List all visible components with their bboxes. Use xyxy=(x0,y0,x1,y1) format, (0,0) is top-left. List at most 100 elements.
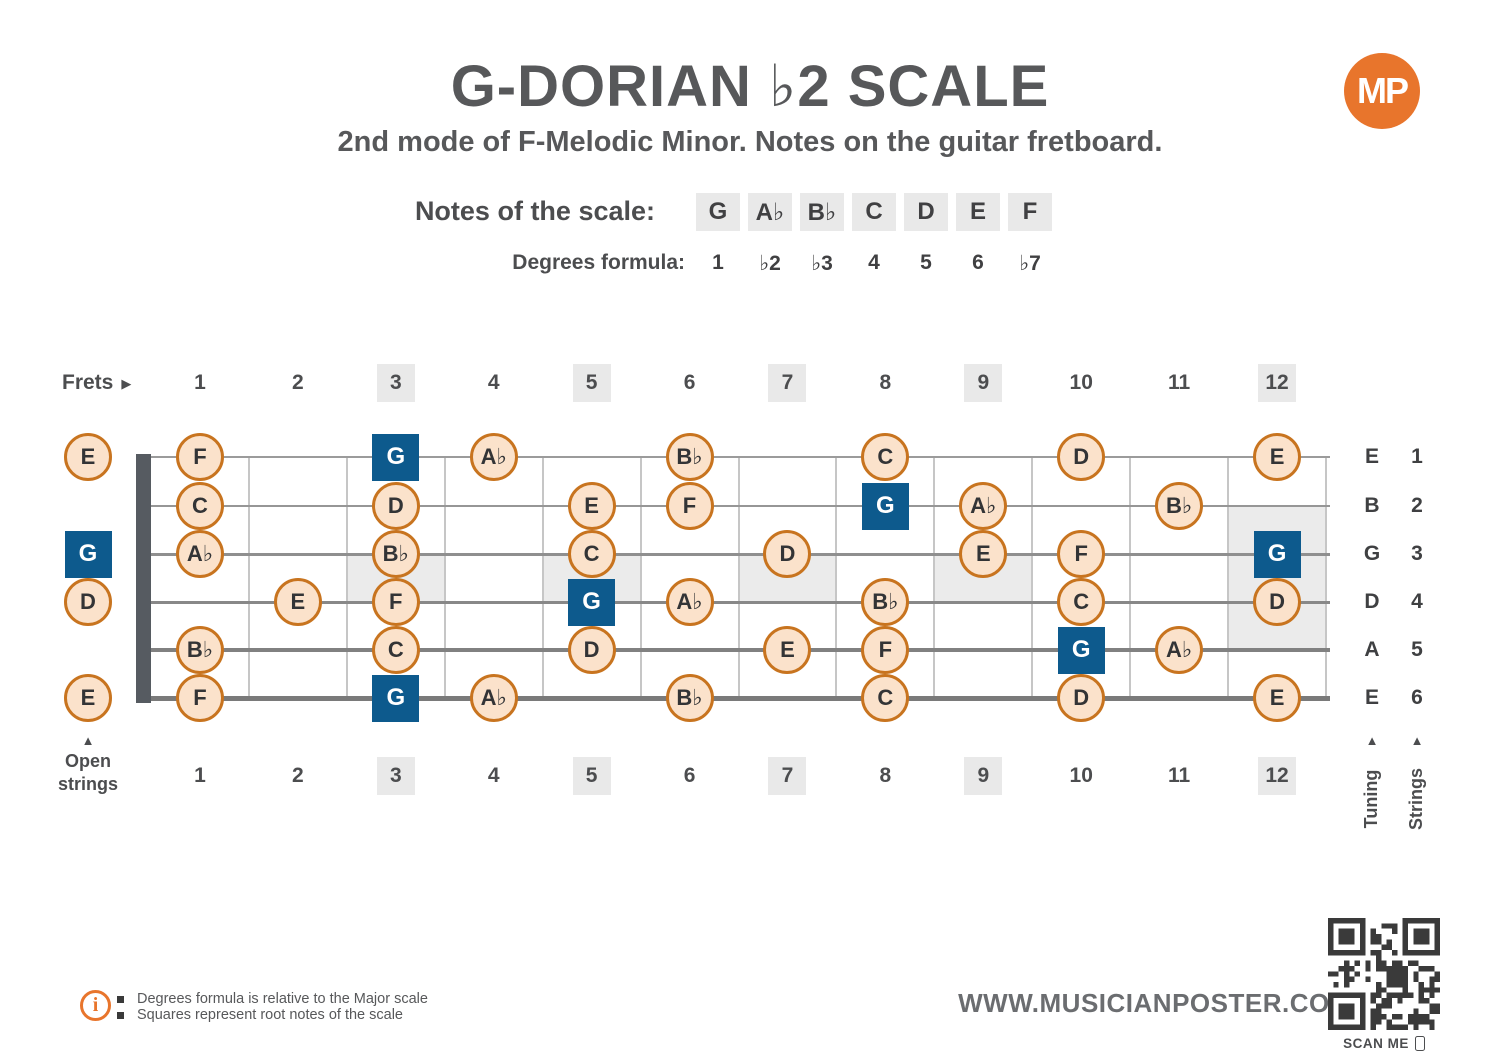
scan-me-label: SCAN ME xyxy=(1328,1036,1440,1051)
note-Bb: B♭ xyxy=(665,674,714,722)
fret-number-2: 2 xyxy=(292,764,304,787)
scale-note-box: E xyxy=(956,193,1000,231)
note-C: C xyxy=(1057,578,1106,626)
scale-note-box: F xyxy=(1008,193,1052,231)
scale-note-box: C xyxy=(852,193,896,231)
note-D: D xyxy=(1057,433,1106,481)
scale-note-box: B♭ xyxy=(800,193,844,231)
note-E: E xyxy=(959,530,1008,578)
scale-degree: 5 xyxy=(920,251,932,274)
info-icon: i xyxy=(80,990,111,1021)
root-note-G: G xyxy=(64,530,112,578)
website-url: WWW.MUSICIANPOSTER.COM xyxy=(958,988,1352,1018)
fret-number-5: 5 xyxy=(572,757,611,795)
scale-degree: ♭7 xyxy=(1019,251,1041,275)
legend-item: Squares represent root notes of the scal… xyxy=(117,1007,403,1023)
note-C: C xyxy=(371,626,420,674)
note-E: E xyxy=(64,433,112,481)
bullet-square-icon xyxy=(117,1011,124,1019)
fret-number-3: 3 xyxy=(376,364,415,402)
fret-number-9: 9 xyxy=(964,364,1003,402)
phone-icon xyxy=(1414,1036,1425,1051)
fret-number-8: 8 xyxy=(879,764,892,787)
fret-number-5: 5 xyxy=(572,364,611,402)
scale-note-box: G xyxy=(696,193,740,231)
note-F: F xyxy=(665,482,714,530)
note-Ab: A♭ xyxy=(1155,626,1204,674)
note-C: C xyxy=(861,433,910,481)
guitar-string-4 xyxy=(136,600,1330,604)
frets-label: Frets ▶ xyxy=(62,364,131,402)
tuning-letter-E: E xyxy=(1364,686,1379,709)
root-note-G: G xyxy=(1253,530,1301,578)
logo-monogram: MP xyxy=(1357,70,1409,111)
note-D: D xyxy=(1057,674,1106,722)
root-note-G: G xyxy=(568,578,616,626)
fret-number-11: 11 xyxy=(1168,371,1191,394)
fret-number-6: 6 xyxy=(683,371,696,394)
fret-number-7: 7 xyxy=(768,757,807,795)
fret-wire xyxy=(1129,456,1132,701)
string-number-4: 4 xyxy=(1411,590,1423,613)
note-D: D xyxy=(1253,578,1302,626)
notes-of-scale-label: Notes of the scale: xyxy=(414,196,655,226)
note-Ab: A♭ xyxy=(469,433,518,481)
fret-number-10: 10 xyxy=(1069,764,1093,787)
note-C: C xyxy=(861,674,910,722)
tuning-label: Tuning xyxy=(1361,769,1381,829)
fret-number-3: 3 xyxy=(376,757,415,795)
fret-number-1: 1 xyxy=(194,371,206,394)
note-E: E xyxy=(64,674,112,722)
scale-degree: 6 xyxy=(972,251,984,274)
open-strings-label: Open strings xyxy=(57,751,118,795)
note-E: E xyxy=(1253,674,1302,722)
fret-wire xyxy=(1227,456,1230,701)
fret-number-9: 9 xyxy=(964,757,1003,795)
scale-degree: ♭3 xyxy=(811,251,833,275)
fret-number-6: 6 xyxy=(683,764,696,787)
strings-label: Strings xyxy=(1406,768,1426,831)
fret-number-11: 11 xyxy=(1168,764,1191,787)
bullet-square-icon xyxy=(117,995,124,1003)
fret-wire xyxy=(835,456,838,701)
tuning-letter-G: G xyxy=(1363,542,1381,565)
note-Bb: B♭ xyxy=(665,433,714,481)
fret-number-2: 2 xyxy=(292,371,304,394)
tuning-letter-A: A xyxy=(1364,638,1380,661)
note-F: F xyxy=(175,433,224,481)
note-D: D xyxy=(371,482,420,530)
info-icon-glyph: i xyxy=(92,994,99,1016)
degrees-formula-label: Degrees formula: xyxy=(512,251,685,274)
scale-degree: 1 xyxy=(712,251,724,274)
note-E: E xyxy=(763,626,812,674)
musician-poster-logo: MP xyxy=(1344,53,1420,129)
scale-degree: 4 xyxy=(868,251,880,274)
fret-wire xyxy=(345,456,348,701)
scan-me-text: SCAN ME xyxy=(1343,1036,1409,1051)
tuning-letter-B: B xyxy=(1364,494,1380,517)
tuning-letter-E: E xyxy=(1364,445,1379,468)
string-number-3: 3 xyxy=(1411,542,1423,565)
right-arrow-icon: ▶ xyxy=(121,376,132,391)
guitar-string-5 xyxy=(136,648,1330,652)
root-note-G: G xyxy=(372,674,420,722)
string-number-5: 5 xyxy=(1411,638,1423,661)
legend-item: Degrees formula is relative to the Major… xyxy=(117,991,428,1007)
qr-code xyxy=(1328,918,1440,1030)
fret-wire xyxy=(1031,456,1034,701)
note-Bb: B♭ xyxy=(1155,482,1204,530)
legend-item-text: Squares represent root notes of the scal… xyxy=(137,1007,403,1023)
note-D: D xyxy=(64,578,112,626)
fret-wire xyxy=(737,456,740,701)
page-title: G-DORIAN ♭2 SCALE xyxy=(450,54,1050,119)
guitar-string-1 xyxy=(136,456,1330,458)
open-strings-arrow-icon: ▲ xyxy=(81,733,95,748)
note-F: F xyxy=(175,674,224,722)
fret-wire xyxy=(541,456,544,701)
fret-number-1: 1 xyxy=(194,764,206,787)
fret-wire xyxy=(933,456,936,701)
note-F: F xyxy=(1057,530,1106,578)
note-F: F xyxy=(861,626,910,674)
string-number-2: 2 xyxy=(1411,494,1423,517)
